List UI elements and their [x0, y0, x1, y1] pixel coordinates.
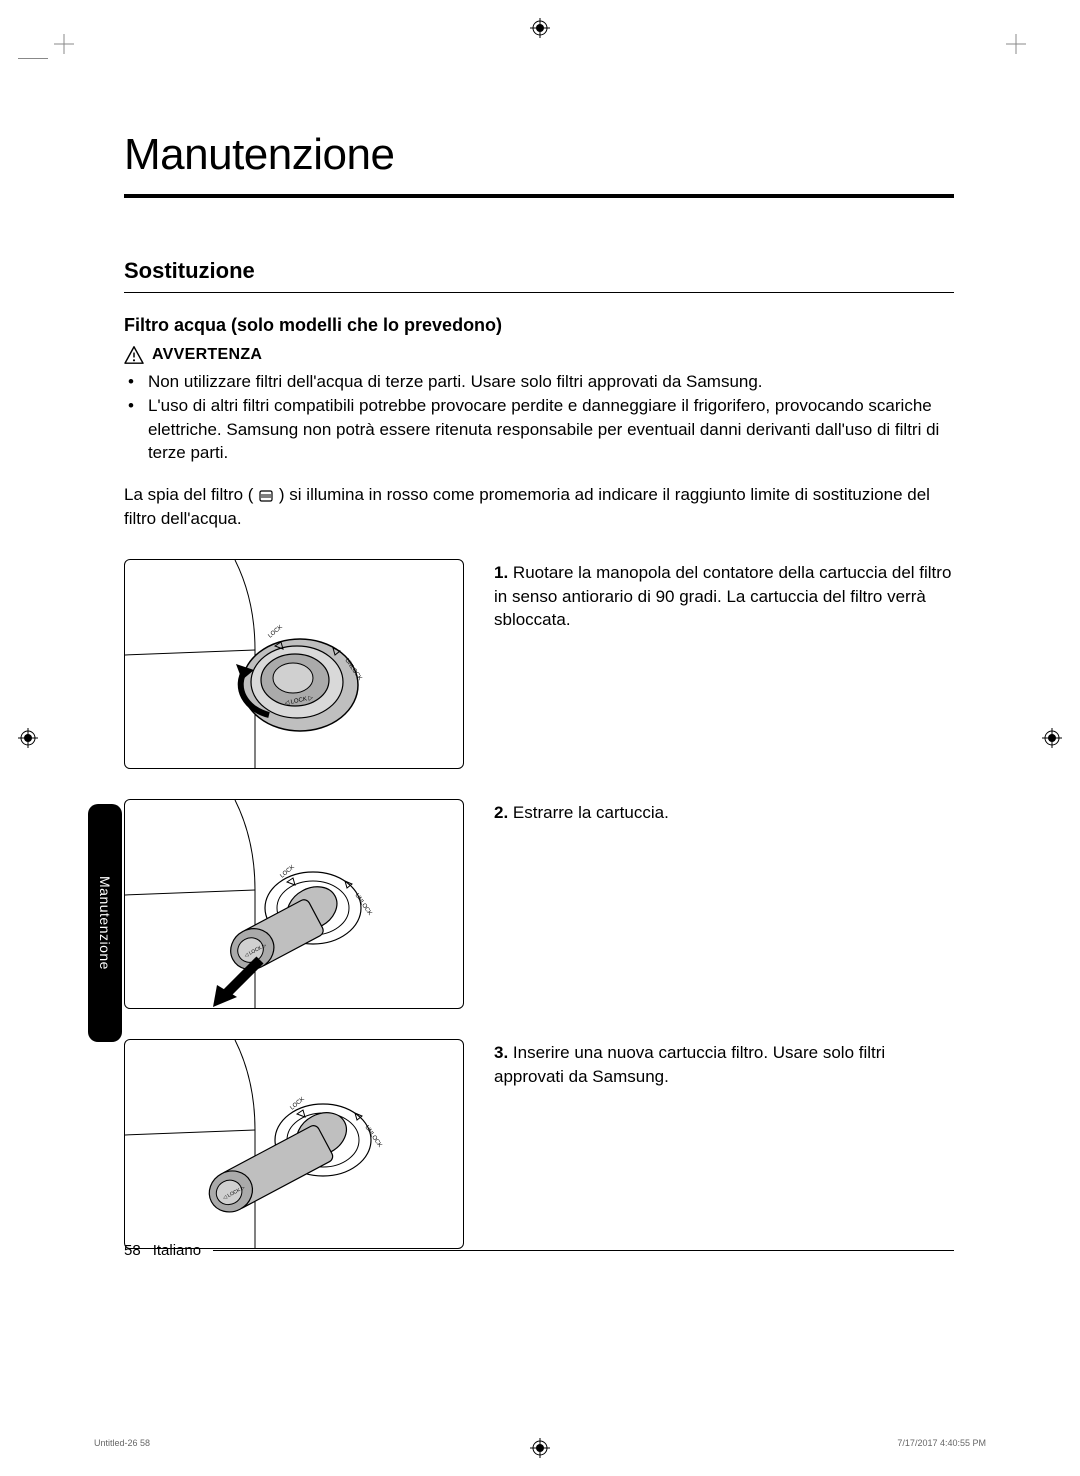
registration-mark-top: [530, 18, 550, 38]
print-meta-right: 7/17/2017 4:40:55 PM: [897, 1438, 986, 1448]
registration-mark-bottom: [530, 1438, 550, 1458]
crop-mark: [996, 34, 1026, 64]
title-rule: [124, 194, 954, 198]
warning-label: AVVERTENZA: [152, 346, 262, 364]
warning-row: AVVERTENZA: [124, 346, 954, 364]
bullet-dot: •: [128, 370, 134, 394]
crop-line: [18, 58, 48, 59]
footer-rule: [213, 1250, 954, 1251]
print-meta-left: Untitled-26 58: [94, 1438, 150, 1448]
figure-step-3: ◁ LOCK ▷ LOCK UNLOCK: [124, 1039, 464, 1249]
step-3-text: 3. Inserire una nuova cartuccia filtro. …: [494, 1039, 954, 1089]
warning-bullets: • Non utilizzare filtri dell'acqua di te…: [124, 370, 954, 465]
bullet-dot: •: [128, 394, 134, 465]
registration-mark-left: [18, 728, 38, 748]
filter-indicator-icon: [258, 489, 274, 503]
page-title: Manutenzione: [124, 130, 954, 180]
step-number: 2.: [494, 803, 508, 822]
bullet-text: Non utilizzare filtri dell'acqua di terz…: [148, 370, 763, 394]
figure-step-1: LOCK UNLOCK ◁ LOCK ▷: [124, 559, 464, 769]
bullet-text: L'uso di altri filtri compatibili potreb…: [148, 394, 954, 465]
bullet-item: • Non utilizzare filtri dell'acqua di te…: [128, 370, 954, 394]
bullet-item: • L'uso di altri filtri compatibili potr…: [128, 394, 954, 465]
svg-text:LOCK: LOCK: [267, 624, 283, 639]
step-number: 1.: [494, 563, 508, 582]
page-language: Italiano: [153, 1242, 201, 1259]
step-instruction: Inserire una nuova cartuccia filtro. Usa…: [494, 1043, 885, 1086]
page-body: Manutenzione Sostituzione Filtro acqua (…: [124, 130, 954, 1279]
step-1: LOCK UNLOCK ◁ LOCK ▷ 1. Ruotare la manop…: [124, 559, 954, 769]
intro-paragraph: La spia del filtro ( ) si illumina in ro…: [124, 483, 954, 531]
step-2: ◁ LOCK ▷ LOCK UNLOCK 2. Estrarre la cart…: [124, 799, 954, 1009]
subsection-title: Filtro acqua (solo modelli che lo preved…: [124, 315, 954, 336]
step-number: 3.: [494, 1043, 508, 1062]
step-instruction: Estrarre la cartuccia.: [513, 803, 669, 822]
warning-icon: [124, 346, 144, 364]
crop-mark: [54, 34, 84, 64]
page-footer: 58 Italiano: [124, 1242, 954, 1259]
step-instruction: Ruotare la manopola del contatore della …: [494, 563, 951, 630]
step-3: ◁ LOCK ▷ LOCK UNLOCK 3. Inserire una nuo…: [124, 1039, 954, 1249]
page-number: 58: [124, 1242, 141, 1259]
section-title: Sostituzione: [124, 258, 954, 293]
side-tab: Manutenzione: [88, 804, 122, 1042]
step-2-text: 2. Estrarre la cartuccia.: [494, 799, 669, 825]
step-1-text: 1. Ruotare la manopola del contatore del…: [494, 559, 954, 632]
figure-step-2: ◁ LOCK ▷ LOCK UNLOCK: [124, 799, 464, 1009]
para-before: La spia del filtro (: [124, 485, 253, 504]
registration-mark-right: [1042, 728, 1062, 748]
